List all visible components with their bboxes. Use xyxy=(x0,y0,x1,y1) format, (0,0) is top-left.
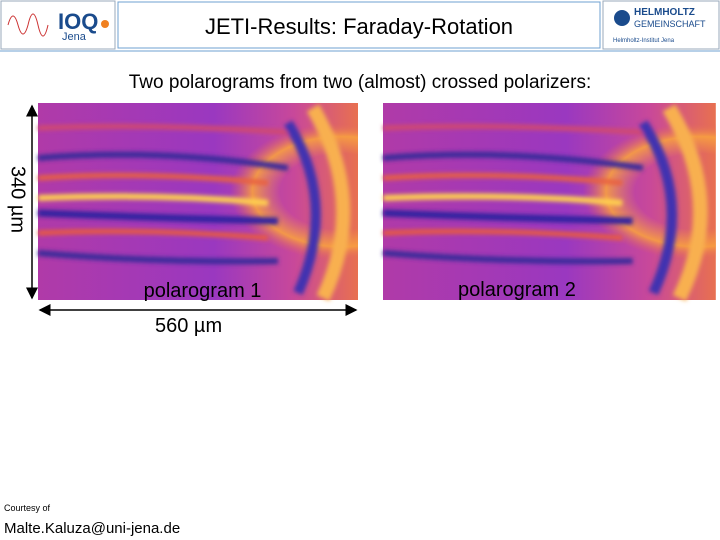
polarogram-label-1: polarogram 1 xyxy=(143,280,262,302)
logo-wave xyxy=(7,13,49,37)
horizontal-scale-label: 560 µm xyxy=(155,315,223,337)
logo-dot xyxy=(101,20,109,28)
title: JETI-Results: Faraday-Rotation xyxy=(204,14,514,39)
footer-email: Malte.Kaluza@uni-jena.de xyxy=(4,520,181,537)
logo-left-box xyxy=(0,0,116,50)
title-bar xyxy=(117,1,601,49)
logo-right-icon xyxy=(614,10,630,26)
subtitle: Two polarograms from two (almost) crosse… xyxy=(128,72,592,93)
logo-right-institute: Helmholtz-Institut Jena xyxy=(613,38,675,44)
logo-right-sub: GEMEINSCHAFT xyxy=(634,19,706,29)
polarogram-image-1 xyxy=(38,103,358,300)
logo-left-name: IOQ xyxy=(58,9,99,34)
polarogram-label-2: polarogram 2 xyxy=(458,279,576,301)
footer-credit: Courtesy of xyxy=(4,503,51,513)
logo-right-name: HELMHOLTZ xyxy=(634,7,695,18)
polarogram-image-2 xyxy=(383,103,716,300)
vertical-scale-label: 340 µm xyxy=(6,165,29,234)
logo-left-city: Jena xyxy=(62,31,86,43)
